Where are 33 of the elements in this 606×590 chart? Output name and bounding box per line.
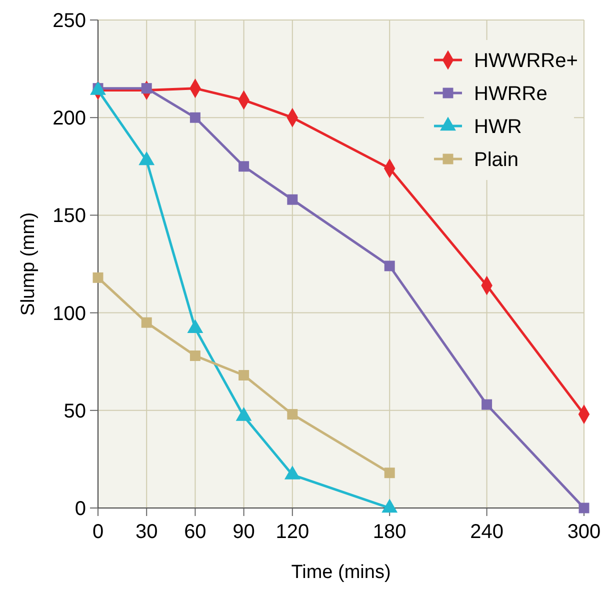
x-tick-label: 0 xyxy=(92,521,104,543)
legend-label: HWRRe xyxy=(474,83,548,105)
legend-label: Plain xyxy=(474,149,518,171)
y-tick-label: 0 xyxy=(74,498,86,520)
legend-label: HWR xyxy=(474,116,522,138)
point xyxy=(141,317,152,328)
x-tick-label: 180 xyxy=(372,521,406,543)
x-tick-label: 120 xyxy=(276,521,310,543)
x-tick-label: 60 xyxy=(184,521,206,543)
point xyxy=(92,272,104,283)
x-tick-label: 30 xyxy=(135,521,158,543)
point xyxy=(287,409,298,420)
y-tick-label: 50 xyxy=(64,400,86,422)
x-axis-title: Time (mins) xyxy=(291,562,391,583)
x-tick-label: 240 xyxy=(470,521,504,543)
y-tick-label: 150 xyxy=(52,205,86,228)
point xyxy=(384,260,395,272)
y-axis-title: Slump (mm) xyxy=(18,212,39,316)
point xyxy=(141,83,152,94)
point xyxy=(238,161,250,172)
x-tick-label: 300 xyxy=(567,521,601,543)
y-tick-label: 250 xyxy=(52,10,86,32)
point xyxy=(287,194,298,205)
y-tick-label: 200 xyxy=(52,108,86,130)
y-tick-label: 100 xyxy=(52,302,86,325)
point xyxy=(384,468,395,478)
point xyxy=(578,502,590,514)
point xyxy=(190,112,200,123)
point xyxy=(238,370,250,381)
point xyxy=(482,399,492,410)
x-tick-label: 90 xyxy=(232,521,255,543)
point xyxy=(190,350,200,361)
legend-label: HWWRRe+ xyxy=(474,50,578,72)
